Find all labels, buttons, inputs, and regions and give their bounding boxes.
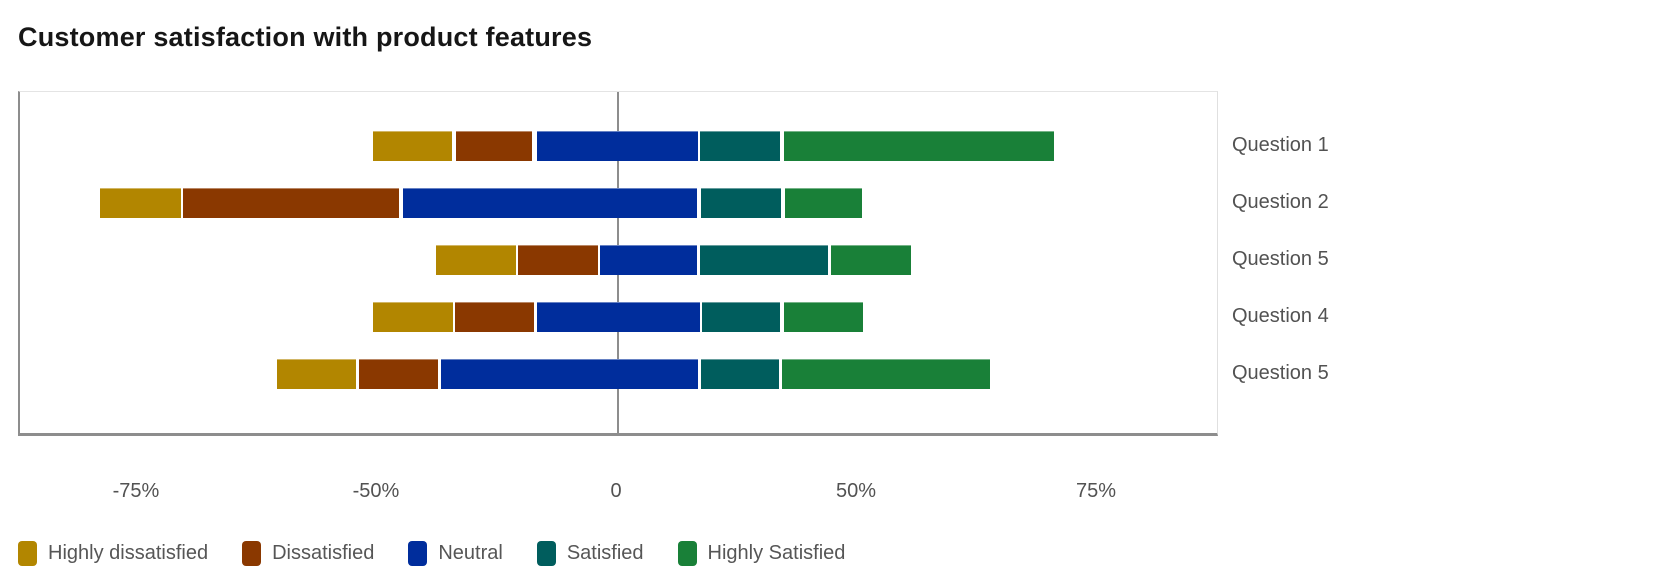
plot-area (18, 91, 1218, 436)
bar-segment-neutral[interactable] (440, 359, 699, 389)
legend-swatch-icon (18, 541, 37, 566)
bar-segment-satisfied[interactable] (700, 245, 829, 275)
x-axis-tick-label: 75% (1075, 480, 1117, 502)
bar-segment-dissatisfied[interactable] (455, 131, 533, 161)
bar-segment-satisfied[interactable] (702, 302, 781, 332)
bar-segment-highly_dissatisfied[interactable] (373, 302, 453, 332)
category-label: Question 5 (1232, 362, 1329, 384)
legend-item-satisfied[interactable]: Satisfied (536, 541, 644, 566)
bar-segment-neutral[interactable] (536, 131, 699, 161)
legend-item-label: Highly dissatisfied (48, 542, 209, 564)
bar-segment-highly_satisfied[interactable] (784, 131, 1054, 161)
bar-segment-highly_dissatisfied[interactable] (436, 245, 516, 275)
bar-segment-dissatisfied[interactable] (358, 359, 438, 389)
bar-segment-highly_dissatisfied[interactable] (277, 359, 356, 389)
legend-item-label: Highly Satisfied (707, 542, 846, 564)
x-axis-tick-label: 50% (835, 480, 877, 502)
legend: Highly dissatisfied Dissatisfied Neutral Sa… (18, 541, 845, 566)
bar-segment-satisfied[interactable] (700, 131, 781, 161)
bar-segment-dissatisfied[interactable] (183, 188, 400, 218)
category-label: Question 2 (1232, 191, 1329, 213)
x-axis-tick-label: -75% (112, 480, 160, 502)
category-label: Question 5 (1232, 248, 1329, 270)
category-label: Question 1 (1232, 134, 1329, 156)
bar-segment-highly_satisfied[interactable] (782, 359, 990, 389)
legend-item-label: Neutral (438, 542, 503, 564)
bar-segment-neutral[interactable] (402, 188, 698, 218)
legend-swatch-icon (242, 541, 262, 566)
bar-segment-neutral[interactable] (536, 302, 701, 332)
category-label: Question 4 (1232, 305, 1329, 327)
bar-segment-satisfied[interactable] (701, 188, 782, 218)
bar-segment-highly_satisfied[interactable] (831, 245, 911, 275)
bar-segment-highly_satisfied[interactable] (784, 302, 863, 332)
legend-item-dissatisfied[interactable]: Dissatisfied (242, 541, 374, 566)
x-axis-tick-label: 0 (610, 480, 622, 502)
bar-segment-highly_dissatisfied[interactable] (373, 131, 452, 161)
bar-segment-dissatisfied[interactable] (454, 302, 534, 332)
chart-title: Customer satisfaction with product featu… (18, 22, 593, 52)
x-axis-tick-label: -50% (352, 480, 400, 502)
legend-swatch-icon (408, 541, 428, 566)
bar-segment-neutral[interactable] (599, 245, 698, 275)
bar-segment-highly_satisfied[interactable] (785, 188, 862, 218)
bar-segment-highly_dissatisfied[interactable] (100, 188, 182, 218)
bar-segment-dissatisfied[interactable] (518, 245, 598, 275)
bar-segment-satisfied[interactable] (701, 359, 779, 389)
legend-item-neutral[interactable]: Neutral (408, 541, 503, 566)
legend-item-highly_satisfied[interactable]: Highly Satisfied (677, 541, 846, 566)
legend-swatch-icon (536, 541, 556, 566)
legend-item-label: Satisfied (566, 542, 644, 564)
legend-swatch-icon (677, 541, 697, 566)
legend-item-highly_dissatisfied[interactable]: Highly dissatisfied (18, 541, 208, 566)
legend-item-label: Dissatisfied (272, 542, 375, 564)
